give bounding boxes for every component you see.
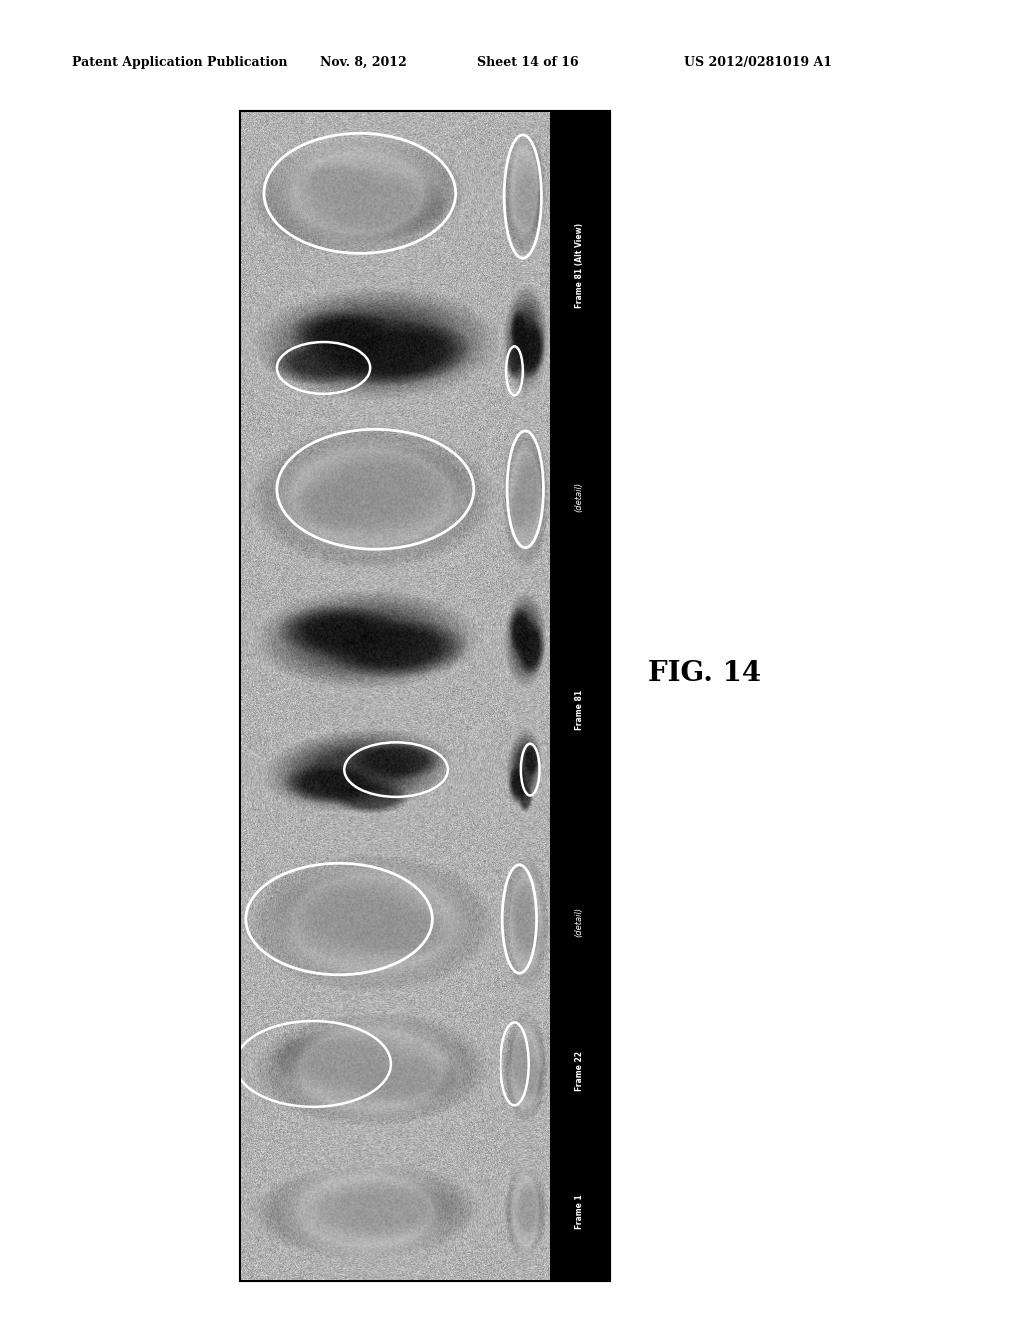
Text: Patent Application Publication: Patent Application Publication xyxy=(72,57,287,69)
Text: (detail): (detail) xyxy=(574,482,584,512)
Text: (detail): (detail) xyxy=(574,907,584,937)
Bar xyxy=(549,1143,609,1280)
Bar xyxy=(549,845,609,1143)
Bar xyxy=(549,112,609,418)
Text: Frame 81 (Alt View): Frame 81 (Alt View) xyxy=(574,223,584,308)
Text: Nov. 8, 2012: Nov. 8, 2012 xyxy=(321,57,407,69)
Text: US 2012/0281019 A1: US 2012/0281019 A1 xyxy=(684,57,831,69)
Text: FIG. 14: FIG. 14 xyxy=(647,660,761,686)
Bar xyxy=(549,418,609,845)
Text: Frame 1: Frame 1 xyxy=(574,1195,584,1229)
Text: Sheet 14 of 16: Sheet 14 of 16 xyxy=(476,57,579,69)
Text: Frame 22: Frame 22 xyxy=(574,1051,584,1092)
Text: Frame 81: Frame 81 xyxy=(574,690,584,730)
